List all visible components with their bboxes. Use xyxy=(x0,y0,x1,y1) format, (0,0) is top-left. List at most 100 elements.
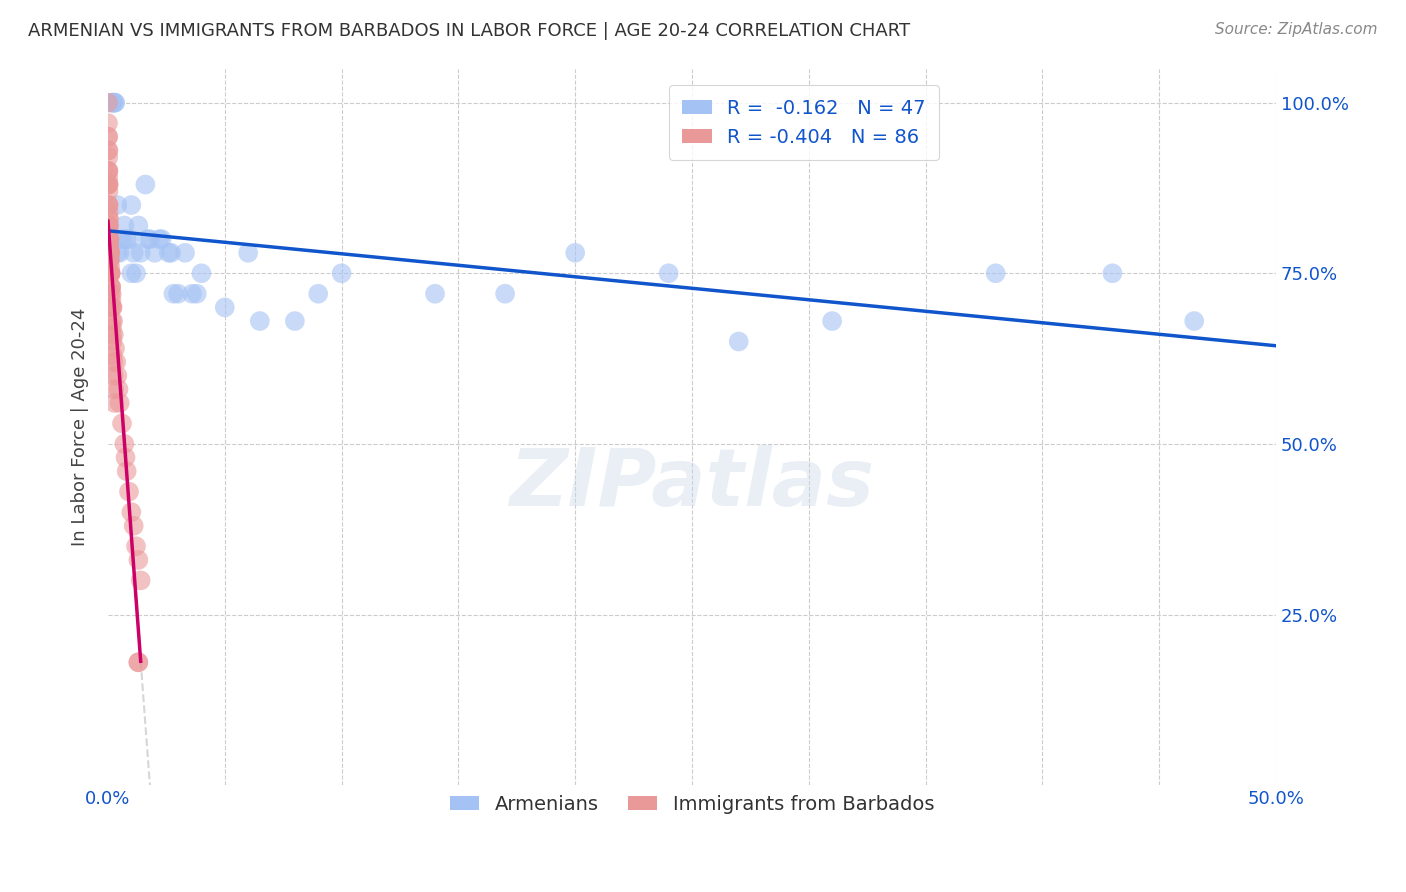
Text: ZIPatlas: ZIPatlas xyxy=(509,445,875,523)
Point xyxy=(97,211,120,226)
Point xyxy=(98,245,121,260)
Point xyxy=(821,314,844,328)
Point xyxy=(494,286,516,301)
Point xyxy=(97,129,120,144)
Point xyxy=(104,95,127,110)
Point xyxy=(100,280,122,294)
Point xyxy=(120,266,142,280)
Point xyxy=(97,232,120,246)
Point xyxy=(98,219,121,233)
Point xyxy=(97,185,120,199)
Point xyxy=(129,245,152,260)
Point xyxy=(97,95,120,110)
Point xyxy=(97,164,120,178)
Point xyxy=(122,245,145,260)
Point xyxy=(658,266,681,280)
Point xyxy=(97,239,120,253)
Point xyxy=(98,266,121,280)
Point xyxy=(97,178,120,192)
Point xyxy=(98,252,121,267)
Point xyxy=(125,266,148,280)
Point xyxy=(98,232,121,246)
Point xyxy=(101,327,124,342)
Text: ARMENIAN VS IMMIGRANTS FROM BARBADOS IN LABOR FORCE | AGE 20-24 CORRELATION CHAR: ARMENIAN VS IMMIGRANTS FROM BARBADOS IN … xyxy=(28,22,910,40)
Point xyxy=(98,239,121,253)
Point xyxy=(115,232,138,246)
Point xyxy=(984,266,1007,280)
Point xyxy=(98,232,121,246)
Point xyxy=(100,280,122,294)
Point xyxy=(103,396,125,410)
Point xyxy=(97,219,120,233)
Point xyxy=(114,450,136,465)
Point xyxy=(105,355,128,369)
Point xyxy=(101,95,124,110)
Point xyxy=(107,382,129,396)
Point xyxy=(423,286,446,301)
Point xyxy=(103,368,125,383)
Point xyxy=(284,314,307,328)
Point xyxy=(100,286,122,301)
Point xyxy=(101,95,124,110)
Point xyxy=(236,245,259,260)
Point xyxy=(97,150,120,164)
Point xyxy=(97,144,120,158)
Point xyxy=(97,129,120,144)
Point xyxy=(97,198,120,212)
Point xyxy=(727,334,749,349)
Point xyxy=(101,301,124,315)
Point xyxy=(97,225,120,239)
Point xyxy=(181,286,204,301)
Point xyxy=(97,219,120,233)
Point xyxy=(98,245,121,260)
Point xyxy=(101,334,124,349)
Point xyxy=(98,245,121,260)
Point xyxy=(97,178,120,192)
Point xyxy=(97,170,120,185)
Point xyxy=(162,286,184,301)
Point xyxy=(108,245,131,260)
Point xyxy=(100,266,122,280)
Point xyxy=(1182,314,1205,328)
Point xyxy=(104,342,127,356)
Point xyxy=(97,178,120,192)
Point xyxy=(98,252,121,267)
Point xyxy=(118,484,141,499)
Point xyxy=(101,314,124,328)
Point xyxy=(564,245,586,260)
Point xyxy=(97,198,120,212)
Point xyxy=(120,505,142,519)
Point xyxy=(160,245,183,260)
Point xyxy=(98,252,121,267)
Point xyxy=(174,245,197,260)
Point xyxy=(101,95,124,110)
Y-axis label: In Labor Force | Age 20-24: In Labor Force | Age 20-24 xyxy=(72,308,89,546)
Point xyxy=(100,266,122,280)
Point xyxy=(97,211,120,226)
Point xyxy=(118,232,141,246)
Point xyxy=(190,266,212,280)
Point xyxy=(139,232,162,246)
Point xyxy=(101,321,124,335)
Point xyxy=(307,286,329,301)
Point xyxy=(97,116,120,130)
Point xyxy=(101,355,124,369)
Point xyxy=(112,437,135,451)
Point xyxy=(148,232,170,246)
Point xyxy=(157,245,180,260)
Point xyxy=(120,198,142,212)
Point xyxy=(97,219,120,233)
Point xyxy=(98,245,121,260)
Point xyxy=(105,245,128,260)
Point xyxy=(97,198,120,212)
Point xyxy=(134,178,156,192)
Legend: Armenians, Immigrants from Barbados: Armenians, Immigrants from Barbados xyxy=(439,783,946,826)
Point xyxy=(129,574,152,588)
Point xyxy=(103,327,125,342)
Point xyxy=(100,301,122,315)
Text: Source: ZipAtlas.com: Source: ZipAtlas.com xyxy=(1215,22,1378,37)
Point xyxy=(150,232,173,246)
Point xyxy=(108,396,131,410)
Point xyxy=(214,301,236,315)
Point xyxy=(97,144,120,158)
